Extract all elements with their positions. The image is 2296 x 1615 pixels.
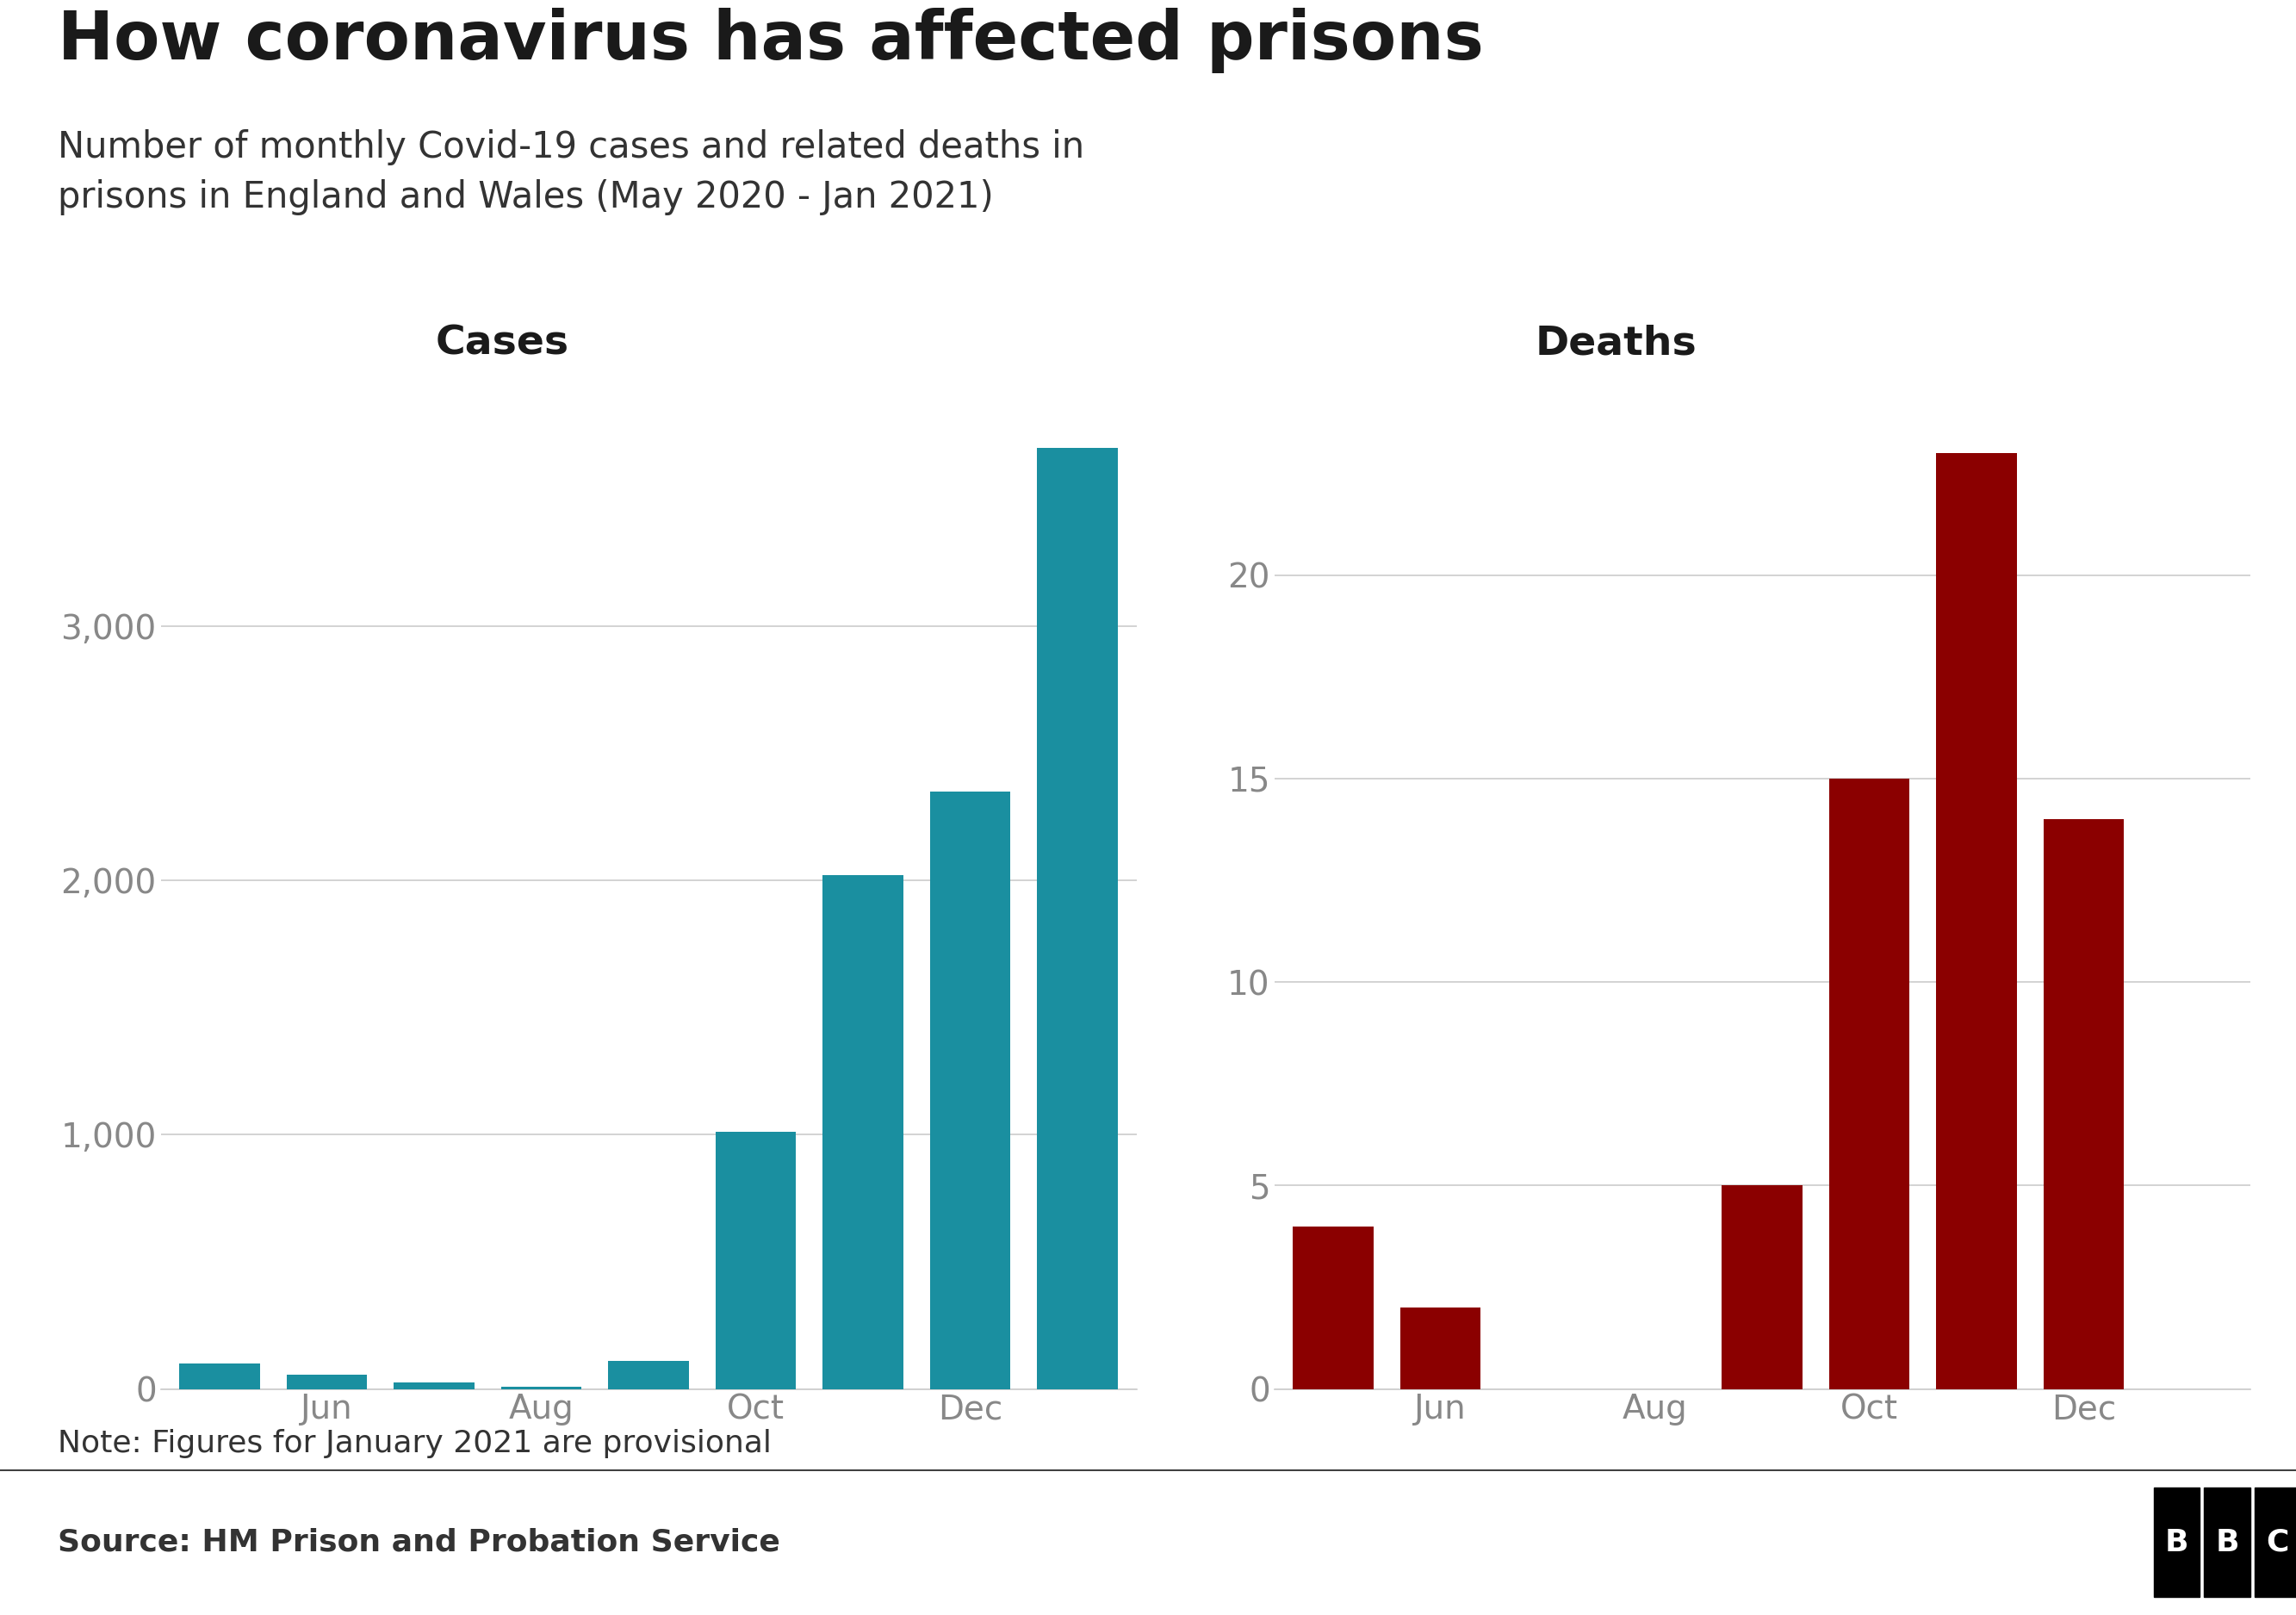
Bar	[1401, 1308, 1481, 1389]
Text: Number of monthly Covid-19 cases and related deaths in
prisons in England and Wa: Number of monthly Covid-19 cases and rel…	[57, 129, 1084, 216]
Bar	[1830, 778, 1910, 1389]
Bar	[608, 1361, 689, 1389]
Bar	[1038, 447, 1118, 1389]
Text: B: B	[2165, 1528, 2188, 1557]
FancyBboxPatch shape	[2255, 1487, 2296, 1597]
Text: Source: HM Prison and Probation Service: Source: HM Prison and Probation Service	[57, 1528, 781, 1557]
FancyBboxPatch shape	[2204, 1487, 2250, 1597]
Bar	[1936, 452, 2016, 1389]
FancyBboxPatch shape	[2154, 1487, 2200, 1597]
Bar	[395, 1382, 475, 1389]
Bar	[822, 875, 902, 1389]
Bar	[1293, 1226, 1373, 1389]
Text: Note: Figures for January 2021 are provisional: Note: Figures for January 2021 are provi…	[57, 1429, 771, 1458]
Bar	[2043, 819, 2124, 1389]
Bar	[501, 1386, 581, 1389]
Text: C: C	[2266, 1528, 2289, 1557]
Bar	[179, 1363, 259, 1389]
Bar	[1722, 1185, 1802, 1389]
Text: Deaths: Deaths	[1536, 325, 1697, 363]
Text: B: B	[2216, 1528, 2239, 1557]
Bar	[287, 1374, 367, 1389]
Text: Cases: Cases	[436, 325, 569, 363]
Bar	[716, 1132, 797, 1389]
Text: How coronavirus has affected prisons: How coronavirus has affected prisons	[57, 8, 1483, 74]
Bar	[930, 791, 1010, 1389]
